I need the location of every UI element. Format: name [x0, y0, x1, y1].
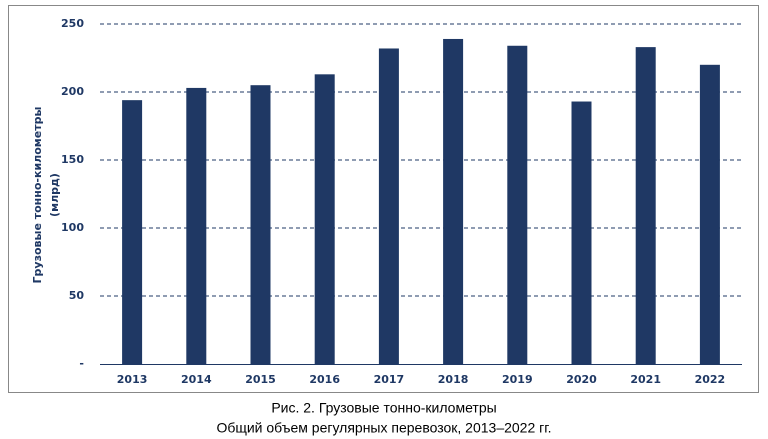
- x-tick-label: 2017: [374, 373, 405, 386]
- y-axis-title: Грузовые тонно-километры (млрд): [31, 107, 61, 284]
- caption: Рис. 2. Грузовые тонно-километры: [271, 400, 496, 416]
- bar: [507, 45, 528, 364]
- x-tick-label: 2014: [181, 373, 212, 386]
- bar: [186, 87, 207, 365]
- bar: [314, 74, 335, 364]
- x-tick-label: 2020: [566, 373, 597, 386]
- x-tick-label: 2019: [502, 373, 533, 386]
- bar: [122, 100, 143, 364]
- x-tick-label: 2013: [117, 373, 148, 386]
- bar: [635, 47, 656, 365]
- y-axis-title-line: Грузовые тонно-километры: [31, 107, 44, 284]
- y-axis-title-line: (млрд): [48, 173, 61, 217]
- y-tick-label: 200: [61, 85, 84, 98]
- x-tick-label: 2022: [695, 373, 726, 386]
- bar: [250, 85, 271, 364]
- y-tick-label: 50: [69, 289, 85, 302]
- x-tick-label: 2018: [438, 373, 469, 386]
- y-tick-label: -: [79, 357, 84, 370]
- bar: [378, 48, 399, 364]
- x-tick-label: 2016: [309, 373, 340, 386]
- y-tick-label: 150: [61, 153, 84, 166]
- bar: [571, 101, 592, 365]
- x-tick-label: 2015: [245, 373, 276, 386]
- y-tick-label: 100: [61, 221, 84, 234]
- y-tick-label: 250: [61, 17, 84, 30]
- caption: Общий объем регулярных перевозок, 2013–2…: [216, 420, 551, 436]
- bar: [699, 64, 720, 365]
- x-tick-label: 2021: [630, 373, 661, 386]
- bar: [443, 38, 464, 365]
